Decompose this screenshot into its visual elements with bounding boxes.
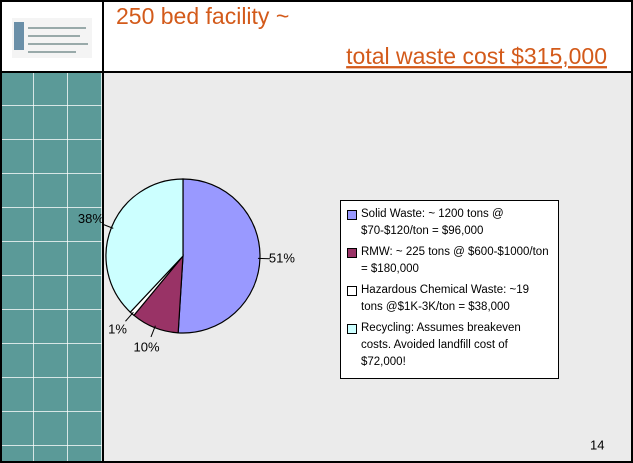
logo [12,18,92,58]
leader-line [101,223,114,229]
legend-item: Recycling: Assumes breakeven costs. Avoi… [347,320,552,371]
page-number: 14 [590,437,604,452]
legend-swatch [347,324,357,334]
legend-text: Hazardous Chemical Waste: ~19 tons @$1K-… [361,284,529,313]
legend-item: Solid Waste: ~ 1200 tons @ $70-$120/ton … [347,206,552,240]
legend-item: Hazardous Chemical Waste: ~19 tons @$1K-… [347,282,552,316]
legend-text: Recycling: Assumes breakeven costs. Avoi… [361,322,521,368]
side-panel [0,72,103,463]
leader-line [150,325,156,338]
data-label: 38% [78,211,104,226]
leader-line [125,311,134,322]
legend-item: RMW: ~ 225 tons @ $600-$1000/ton = $180,… [347,244,552,278]
legend: Solid Waste: ~ 1200 tons @ $70-$120/ton … [340,200,559,379]
legend-swatch [347,210,357,220]
legend-swatch [347,248,357,258]
legend-swatch [347,286,357,296]
data-label: 51% [269,251,295,266]
legend-text: Solid Waste: ~ 1200 tons @ $70-$120/ton … [361,208,504,237]
title-line: 250 bed facility ~ [116,3,289,29]
data-label: 10% [134,339,160,354]
data-label: 1% [108,322,127,337]
title-line: total waste cost $315,000 [346,43,607,69]
legend-text: RMW: ~ 225 tons @ $600-$1000/ton = $180,… [361,246,549,275]
